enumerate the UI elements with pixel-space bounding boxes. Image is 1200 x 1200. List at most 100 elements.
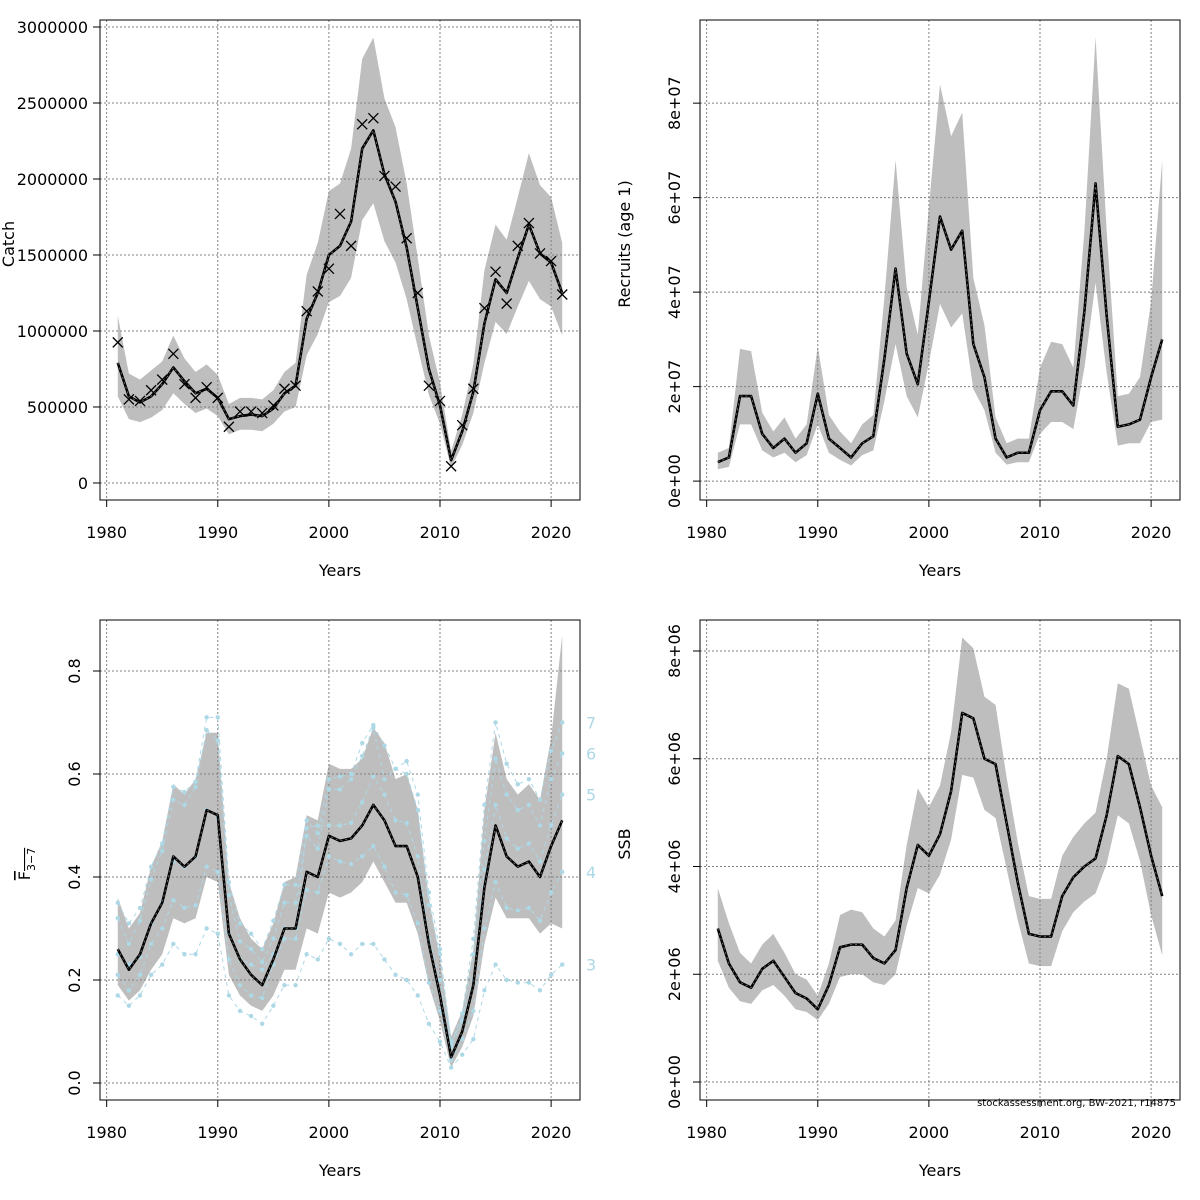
- observed-point: [367, 112, 379, 124]
- age-point-4: [193, 903, 198, 908]
- age-point-4: [282, 936, 287, 941]
- y-tick-label: 4e+06: [665, 840, 684, 894]
- age-point-4: [426, 980, 432, 985]
- y-tick-label: 8e+07: [665, 76, 684, 130]
- estimate-line-dash: [717, 712, 1163, 1010]
- observed-point: [345, 240, 357, 252]
- age-point-6: [326, 787, 332, 792]
- age-point-7: [237, 921, 243, 926]
- age-point-4: [360, 854, 365, 859]
- age-point-3: [371, 941, 376, 947]
- age-point-3: [260, 1021, 265, 1026]
- age-point-7: [137, 905, 143, 911]
- age-point-4: [215, 869, 220, 875]
- age-point-7: [148, 864, 154, 869]
- confidence-band: [117, 634, 563, 1068]
- age-point-3: [526, 980, 532, 985]
- age-point-6: [360, 753, 365, 759]
- x-tick-label: 2010: [1020, 523, 1061, 542]
- age-point-4: [526, 905, 532, 911]
- y-tick-label: 1000000: [17, 322, 88, 341]
- observed-point: [467, 383, 479, 395]
- y-tick-label: 4e+07: [665, 265, 684, 319]
- observed-point: [145, 384, 157, 396]
- age-point-6: [526, 802, 532, 808]
- age-point-7: [471, 936, 476, 941]
- observed-point: [278, 383, 290, 395]
- age-point-4: [460, 1037, 465, 1042]
- age-point-6: [226, 892, 232, 898]
- age-point-4: [248, 993, 254, 998]
- age-point-3: [537, 988, 543, 993]
- age-point-7: [315, 831, 320, 836]
- plot-frame: [99, 19, 581, 501]
- age-point-3: [282, 982, 287, 988]
- observed-point: [245, 406, 257, 417]
- x-tick-label: 2000: [309, 1123, 350, 1142]
- age-line-4: [117, 845, 563, 1062]
- plot-frame: [99, 619, 581, 1101]
- y-axis-label-subscript: 3−7: [25, 848, 38, 871]
- age-point-3: [271, 1003, 276, 1008]
- age-point-4: [560, 869, 565, 875]
- age-point-3: [293, 982, 298, 988]
- x-axis-label: Years: [918, 1161, 961, 1180]
- observed-point: [123, 393, 135, 405]
- observed-point: [212, 392, 224, 404]
- age-point-6: [237, 939, 243, 944]
- age-point-4: [382, 864, 387, 869]
- age-line-3: [117, 927, 563, 1069]
- age-point-4: [504, 905, 509, 911]
- age-point-4: [260, 995, 265, 1001]
- age-point-6: [437, 952, 443, 957]
- age-label-6: 6: [586, 744, 596, 763]
- age-point-7: [348, 771, 354, 777]
- age-point-3: [148, 972, 154, 978]
- footer-credit: stockassessment.org, BW-2021, r14875: [977, 1098, 1176, 1109]
- age-point-7: [493, 720, 498, 725]
- age-point-7: [282, 882, 287, 887]
- age-point-4: [226, 957, 232, 962]
- age-point-5: [504, 836, 509, 841]
- age-point-4: [537, 918, 543, 923]
- y-tick-label: 0e+00: [665, 1055, 684, 1109]
- observed-point: [256, 407, 268, 419]
- age-label-4: 4: [586, 863, 596, 882]
- age-point-4: [482, 926, 487, 931]
- age-point-3: [493, 962, 498, 967]
- age-point-3: [137, 993, 143, 998]
- age-point-7: [271, 918, 276, 923]
- age-point-7: [248, 931, 254, 936]
- observed-point: [378, 170, 390, 182]
- age-point-3: [204, 926, 209, 931]
- x-tick-label: 2020: [1131, 523, 1172, 542]
- age-point-7: [260, 946, 265, 952]
- age-point-7: [160, 841, 165, 846]
- age-point-7: [115, 900, 120, 905]
- age-point-4: [115, 972, 120, 978]
- age-point-5: [248, 962, 254, 967]
- age-point-4: [204, 864, 209, 869]
- age-point-5: [548, 823, 554, 828]
- age-point-4: [126, 988, 132, 993]
- age-point-7: [382, 743, 387, 748]
- observed-point: [356, 118, 368, 130]
- age-point-4: [448, 1057, 454, 1063]
- x-tick-label: 2000: [909, 523, 950, 542]
- y-tick-label: 2000000: [17, 170, 88, 189]
- age-label-7: 7: [586, 713, 596, 732]
- age-point-7: [360, 740, 365, 746]
- age-point-7: [460, 1011, 465, 1016]
- observed-point: [523, 217, 535, 229]
- age-point-6: [304, 833, 309, 838]
- age-point-5: [560, 792, 565, 797]
- age-point-6: [137, 918, 143, 923]
- age-point-3: [248, 1013, 254, 1019]
- age-point-4: [293, 936, 298, 941]
- age-point-3: [415, 993, 420, 998]
- age-point-3: [304, 952, 309, 957]
- age-point-4: [493, 879, 498, 885]
- age-point-6: [415, 807, 420, 813]
- y-tick-label: 8e+06: [665, 624, 684, 678]
- observed-point: [445, 460, 457, 472]
